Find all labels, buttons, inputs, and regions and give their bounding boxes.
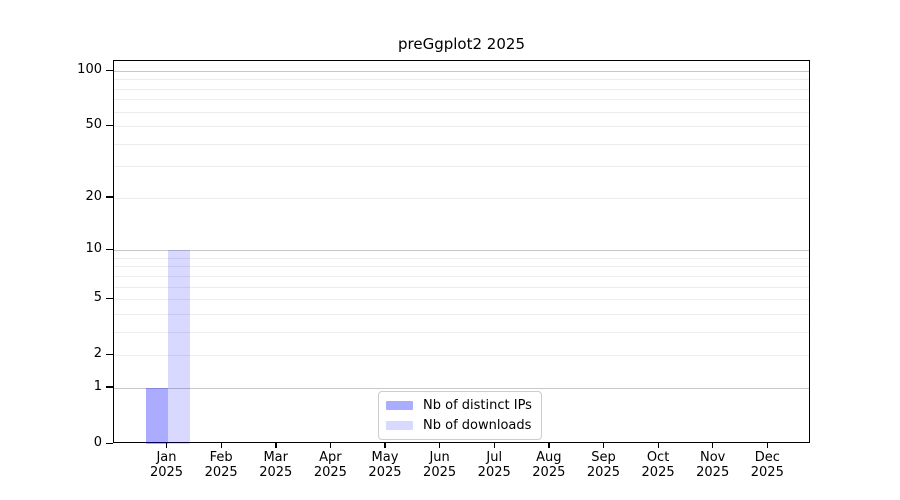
legend-swatch-distinct-ips	[386, 401, 413, 410]
x-tick-label: Sep 2025	[586, 450, 620, 480]
x-tick-mark	[657, 443, 659, 448]
y-tick-label: 20	[85, 188, 102, 204]
x-tick-mark	[384, 443, 386, 448]
x-tick-label: Mar 2025	[259, 450, 293, 480]
legend-label-downloads: Nb of downloads	[423, 418, 532, 433]
x-tick-mark	[602, 443, 605, 448]
legend-swatch-downloads	[386, 421, 413, 430]
y-tick-label: 2	[93, 346, 102, 362]
x-tick-label: Oct 2025	[641, 450, 675, 480]
y-tick-mark	[106, 442, 113, 444]
minor-gridline	[114, 313, 809, 315]
chart-title: preGgplot2 2025	[398, 35, 525, 53]
x-tick-label: Jan 2025	[149, 450, 184, 480]
y-tick-mark	[106, 248, 113, 250]
x-tick-label: May 2025	[368, 450, 402, 480]
minor-gridline	[114, 79, 809, 81]
y-tick-mark	[106, 353, 113, 355]
y-tick-label: 100	[77, 62, 102, 77]
minor-gridline	[114, 111, 809, 113]
plot-area	[113, 60, 810, 444]
x-tick-label: Jun 2025	[423, 450, 457, 480]
minor-gridline	[114, 99, 809, 101]
x-tick-mark	[548, 443, 550, 448]
x-tick-mark	[766, 443, 769, 448]
x-tick-label: Feb 2025	[204, 450, 238, 480]
x-tick-mark	[493, 443, 496, 448]
major-gridline	[114, 250, 809, 252]
x-tick-label: Apr 2025	[313, 450, 347, 480]
y-tick-label: 1	[93, 378, 102, 394]
legend-item-distinct-ips: Nb of distinct IPs	[386, 398, 532, 413]
y-tick-label: 0	[93, 435, 102, 450]
x-tick-mark	[439, 443, 441, 448]
legend-item-downloads: Nb of downloads	[386, 418, 532, 433]
minor-gridline	[114, 275, 809, 277]
x-tick-label: Nov 2025	[696, 450, 730, 480]
x-tick-mark	[275, 443, 277, 448]
minor-gridline	[114, 88, 809, 90]
x-tick-label: Dec 2025	[750, 450, 784, 480]
y-tick-mark	[106, 69, 113, 71]
minor-gridline	[114, 257, 809, 259]
y-tick-label: 5	[93, 290, 102, 306]
y-tick-label: 10	[85, 241, 102, 257]
minor-gridline	[114, 126, 809, 128]
x-tick-mark	[166, 443, 168, 448]
minor-gridline	[114, 197, 809, 199]
x-tick-mark	[329, 443, 332, 448]
minor-gridline	[114, 143, 809, 145]
y-tick-mark	[106, 124, 113, 127]
legend-label-distinct-ips: Nb of distinct IPs	[423, 398, 532, 413]
minor-gridline	[114, 331, 809, 333]
minor-gridline	[114, 299, 809, 301]
minor-gridline	[114, 355, 809, 357]
minor-gridline	[114, 286, 809, 288]
major-gridline	[114, 71, 809, 72]
minor-gridline	[114, 266, 809, 268]
x-tick-label: Jul 2025	[477, 450, 511, 480]
bar-downloads	[167, 250, 190, 444]
x-tick-mark	[712, 443, 714, 448]
x-tick-mark	[220, 443, 222, 448]
bar-distinct-ips	[145, 387, 168, 444]
legend: Nb of distinct IPs Nb of downloads	[378, 391, 542, 440]
y-tick-mark	[106, 297, 113, 299]
y-tick-label: 50	[85, 117, 102, 133]
x-tick-label: Aug 2025	[532, 450, 566, 480]
major-gridline	[114, 387, 809, 389]
minor-gridline	[114, 166, 809, 168]
y-tick-mark	[106, 386, 113, 388]
y-tick-mark	[106, 196, 113, 198]
